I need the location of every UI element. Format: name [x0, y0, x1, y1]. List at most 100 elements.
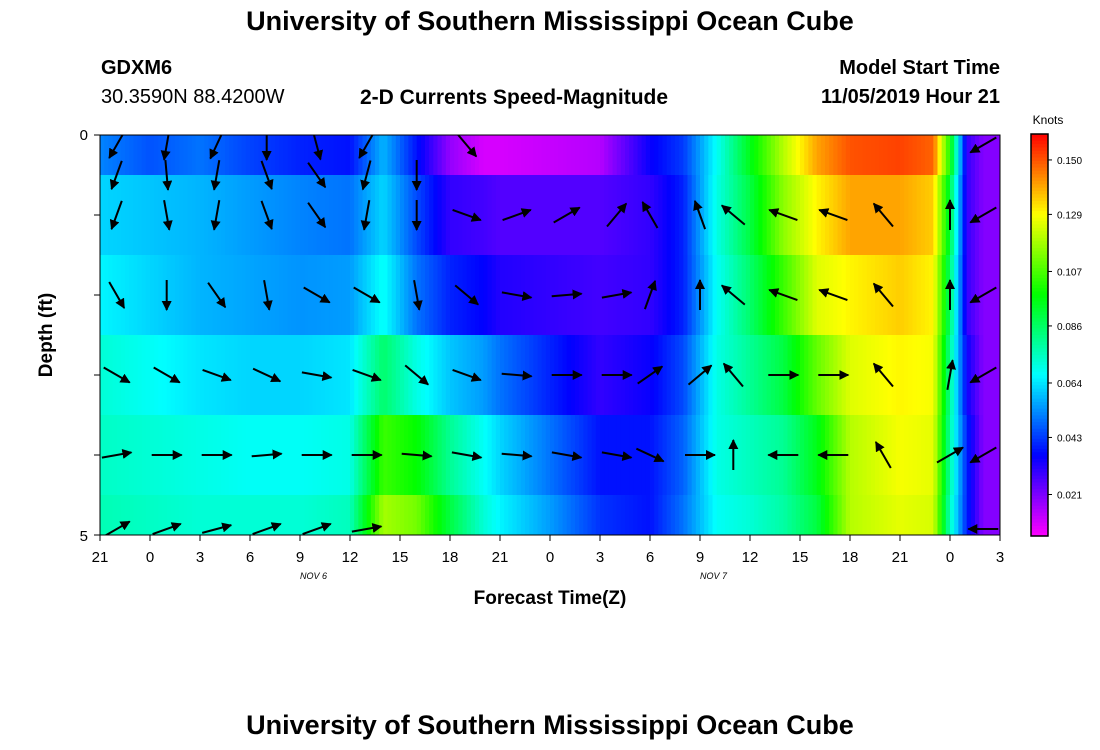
heat-cell [570, 495, 576, 535]
colorbar-segment [1031, 244, 1048, 249]
heat-cell [170, 135, 176, 175]
date-label: NOV 7 [700, 571, 728, 581]
heat-cell [550, 175, 555, 255]
current-vector-arrow [501, 291, 533, 301]
colorbar-segment [1031, 475, 1048, 480]
heat-cell [662, 135, 668, 175]
heat-cell [512, 495, 518, 535]
colorbar-segment [1031, 495, 1048, 500]
heat-cell [154, 335, 159, 415]
heat-cell [920, 335, 926, 415]
heat-cell [104, 415, 109, 495]
heat-cell [645, 135, 651, 175]
heat-cell [200, 175, 205, 255]
colorbar-segment [1031, 341, 1048, 346]
colorbar-segment [1031, 257, 1048, 262]
heat-cell [154, 135, 159, 175]
heat-cell [629, 135, 634, 175]
heat-cell [812, 415, 818, 495]
heat-cell [741, 495, 747, 535]
heat-cell [875, 335, 880, 415]
heat-cell [904, 255, 909, 335]
heat-cell [495, 415, 501, 495]
heat-cell [533, 335, 539, 415]
heat-cell [600, 495, 605, 535]
heat-cell [729, 135, 734, 175]
heat-cell [545, 175, 551, 255]
heat-cell [566, 175, 572, 255]
heat-cell [304, 255, 309, 335]
heat-cell [741, 335, 747, 415]
heat-cell [758, 175, 764, 255]
heat-cell [475, 415, 480, 495]
heat-cell [425, 175, 430, 255]
colorbar-segment [1031, 328, 1048, 333]
heat-cell [550, 135, 555, 175]
current-vector-arrow [818, 288, 848, 302]
heat-cell [204, 175, 209, 255]
heat-cell [408, 335, 414, 415]
heat-cell [812, 495, 818, 535]
heat-cell [204, 495, 209, 535]
heat-cell [883, 175, 889, 255]
heat-cell [991, 175, 997, 255]
colorbar-segment [1031, 469, 1048, 473]
heat-cell [600, 255, 605, 335]
heat-cell [633, 415, 639, 495]
current-vector-arrow [872, 362, 894, 388]
colorbar-segment [1031, 492, 1048, 497]
heat-cell [795, 135, 801, 175]
colorbar-segment [1031, 502, 1048, 507]
colorbar-segment [1031, 140, 1048, 145]
heat-cell [445, 135, 451, 175]
heat-cell [741, 175, 747, 255]
heat-cell [670, 175, 676, 255]
heat-cell [125, 335, 130, 415]
heat-cell [458, 175, 464, 255]
heat-cell [591, 415, 597, 495]
heat-cell [458, 135, 464, 175]
current-vector-arrow [202, 368, 232, 382]
heat-cell [225, 175, 230, 255]
heat-cell [308, 135, 314, 175]
current-vector-arrow [404, 364, 429, 386]
heat-cell [254, 335, 259, 415]
current-vector-arrow [109, 200, 123, 231]
heat-cell [708, 135, 714, 175]
heat-cell [445, 415, 451, 495]
heat-cell [637, 135, 643, 175]
heat-cell [295, 335, 301, 415]
colorbar-segment [1031, 301, 1048, 306]
heat-cell [479, 335, 484, 415]
heat-cell [875, 415, 880, 495]
heat-cell [912, 175, 918, 255]
current-vector-arrow [501, 450, 533, 461]
current-vector-arrow [601, 451, 633, 461]
heat-cell [600, 175, 605, 255]
heat-cell [679, 135, 684, 175]
heat-cell [283, 495, 289, 535]
heat-cell [704, 495, 709, 535]
heat-cell [620, 135, 626, 175]
heat-cell [316, 175, 322, 255]
colorbar-tick-label: 0.064 [1057, 379, 1082, 390]
heat-cell [833, 495, 839, 535]
heat-cell [858, 175, 864, 255]
heat-cell [487, 135, 493, 175]
heat-cell [558, 135, 564, 175]
colorbar-segment [1031, 241, 1048, 246]
heat-cell [637, 175, 643, 255]
heat-cell [679, 335, 684, 415]
y-tick-label: 0 [80, 127, 88, 144]
colorbar-segment [1031, 415, 1048, 420]
current-vector-arrow [262, 280, 273, 311]
heat-cell [529, 335, 534, 415]
heat-cell [850, 255, 855, 335]
heat-cell [466, 495, 472, 535]
heat-cell [916, 255, 922, 335]
colorbar-segment [1031, 335, 1048, 339]
heat-cell [841, 255, 847, 335]
heat-cell [775, 175, 780, 255]
heat-cell [745, 335, 751, 415]
heat-cell [166, 335, 172, 415]
